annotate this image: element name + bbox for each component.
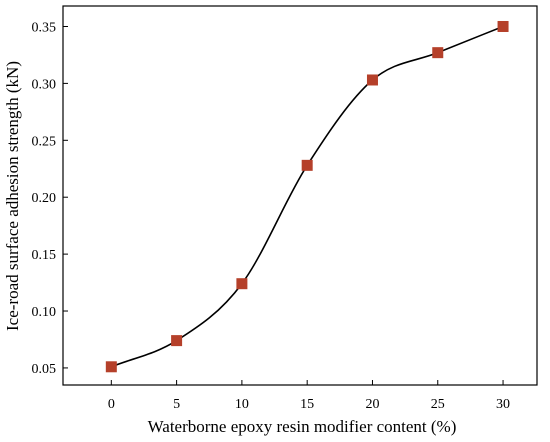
y-axis-title: Ice-road surface adhesion strength (kN) [3,61,22,331]
series-line [111,25,504,368]
data-point-marker [301,159,313,171]
y-tick-label: 0.20 [32,191,57,206]
data-point-marker [236,278,248,290]
y-tick-label: 0.15 [32,248,57,263]
data-point-marker [432,47,444,59]
x-tick-label: 25 [431,397,445,412]
x-axis-title: Waterborne epoxy resin modifier content … [148,417,457,436]
y-tick-label: 0.35 [32,20,57,35]
data-point-marker [366,74,378,86]
axis-ticks [63,25,504,385]
x-tick-label: 15 [300,397,314,412]
y-tick-label: 0.30 [32,77,57,92]
tick-labels: 0 5 10 15 20 25 30 0.05 0.10 0.15 0.20 0.25 0.30 0.35 [32,20,511,412]
data-point-marker [105,361,117,373]
y-tick-label: 0.25 [32,134,57,149]
y-tick-label: 0.05 [32,362,57,377]
x-tick-label: 20 [365,397,379,412]
x-tick-label: 30 [496,397,510,412]
plot-frame [62,5,538,386]
x-tick-label: 5 [173,397,180,412]
data-point-marker [497,20,509,32]
data-point-marker [171,335,183,347]
series-markers [105,20,509,373]
y-tick-label: 0.10 [32,305,57,320]
x-tick-label: 0 [108,397,115,412]
x-tick-label: 10 [235,397,249,412]
